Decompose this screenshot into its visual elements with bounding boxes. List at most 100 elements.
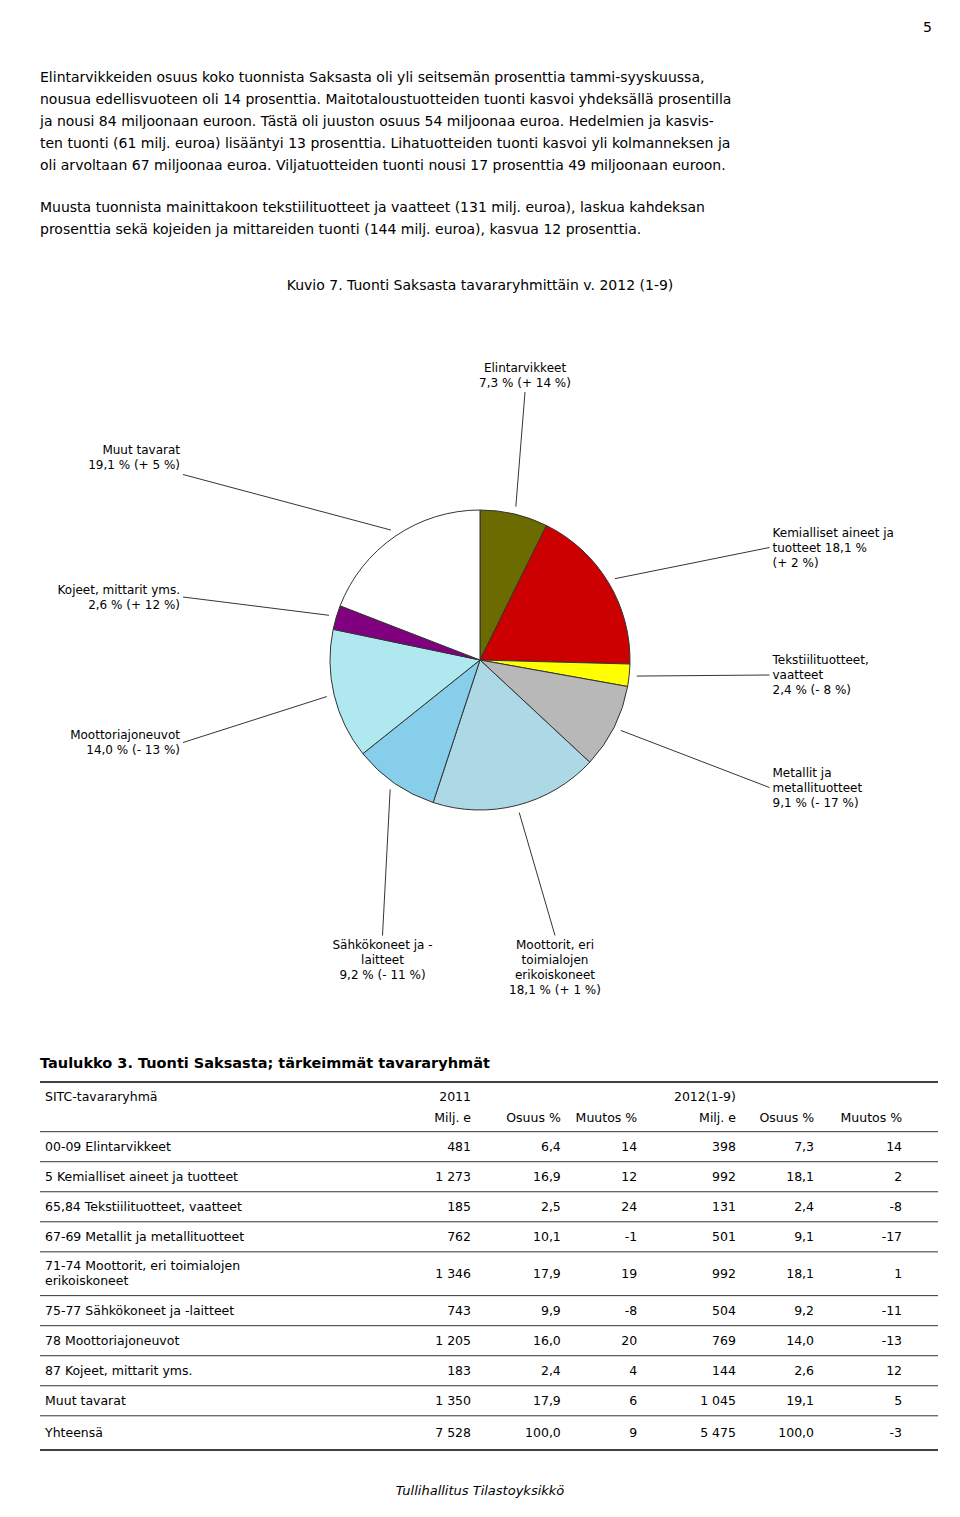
table-cell: -11 <box>882 1303 902 1318</box>
table-rule <box>40 1131 938 1132</box>
text-line: 1 350 <box>435 1393 471 1408</box>
table-rule <box>40 1355 938 1356</box>
text-line: toimialojen <box>522 953 589 967</box>
pie-label: Elintarvikkeet7,3 % (+ 14 %) <box>479 361 571 390</box>
table-cell: 144 <box>712 1363 736 1378</box>
text-line: 65,84 Tekstiilituotteet, vaatteet <box>45 1199 242 1214</box>
text-line: 743 <box>447 1303 471 1318</box>
pie-label: Kemialliset aineet jatuotteet 18,1 %(+ 2… <box>773 526 894 570</box>
pie-label: Muut tavarat19,1 % (+ 5 %) <box>88 443 180 472</box>
text-line: Elintarvikkeet <box>484 361 567 375</box>
text-line: 1 273 <box>435 1169 471 1184</box>
table-cell: 5 475 <box>700 1425 736 1440</box>
text-line: 75-77 Sähkökoneet ja -laitteet <box>45 1303 234 1318</box>
text-line: 67-69 Metallit ja metallituotteet <box>45 1229 244 1244</box>
pie-label: Sähkökoneet ja -laitteet9,2 % (- 11 %) <box>332 938 432 982</box>
text-line: 1 <box>894 1266 902 1281</box>
page-number: 5 <box>923 19 932 35</box>
table-cell: 504 <box>712 1303 736 1318</box>
text-line: 1 205 <box>435 1333 471 1348</box>
pie-label: Moottorit, eritoimialojenerikoiskoneet18… <box>509 938 601 997</box>
text-line: Muutos % <box>576 1110 638 1125</box>
table-cell: 9 <box>629 1425 637 1440</box>
text-line: 6 <box>629 1393 637 1408</box>
text-line: vaatteet <box>773 668 824 682</box>
table-cell: 20 <box>621 1333 637 1348</box>
table-cell: 5 Kemialliset aineet ja tuotteet <box>45 1169 238 1184</box>
text-line: 2,4 <box>794 1199 814 1214</box>
table-cell: 87 Kojeet, mittarit yms. <box>45 1363 192 1378</box>
text-line: 2,6 <box>794 1363 814 1378</box>
text-line: 17,9 <box>533 1266 561 1281</box>
text-line: 5 Kemialliset aineet ja tuotteet <box>45 1169 238 1184</box>
table-cell: 743 <box>447 1303 471 1318</box>
table-cell: 4 <box>629 1363 637 1378</box>
text-line: 7 528 <box>435 1425 471 1440</box>
text-line: 12 <box>886 1363 902 1378</box>
text-line: 398 <box>712 1139 736 1154</box>
table-rule <box>40 1295 938 1296</box>
table-cell: 71-74 Moottorit, eri toimialojenerikoisk… <box>45 1258 240 1288</box>
text-line: 18,1 % (+ 1 %) <box>509 983 601 997</box>
table-header: Milj. e <box>699 1110 736 1125</box>
table-cell: 185 <box>447 1199 471 1214</box>
leader-line <box>516 392 525 507</box>
text-line: 183 <box>447 1363 471 1378</box>
text-line: Kemialliset aineet ja <box>773 526 894 540</box>
leader-line <box>383 789 391 935</box>
table-cell: 2 <box>894 1169 902 1184</box>
table-cell: 14 <box>886 1139 902 1154</box>
text-line: Muut tavarat <box>102 443 180 457</box>
table-cell: 2,4 <box>794 1199 814 1214</box>
text-line: 2011 <box>439 1089 471 1104</box>
table-cell: 7 528 <box>435 1425 471 1440</box>
leader-line <box>183 697 327 743</box>
table-cell: 67-69 Metallit ja metallituotteet <box>45 1229 244 1244</box>
table-cell: 18,1 <box>786 1169 814 1184</box>
table-cell: -8 <box>890 1199 903 1214</box>
paragraph-line: Elintarvikkeiden osuus koko tuonnista Sa… <box>40 69 704 85</box>
table-cell: 14,0 <box>786 1333 814 1348</box>
text-line: SITC-tavararyhmä <box>45 1089 157 1104</box>
table-cell: -8 <box>625 1303 638 1318</box>
text-line: 2 <box>894 1169 902 1184</box>
table-rule <box>40 1415 938 1416</box>
pie: Elintarvikkeet7,3 % (+ 14 %) Kemialliset … <box>58 361 894 998</box>
leader-lines <box>183 392 770 936</box>
table-cell: 12 <box>621 1169 637 1184</box>
text-line: Osuus % <box>506 1110 561 1125</box>
table-cell: 131 <box>712 1199 736 1214</box>
table-cell: 1 350 <box>435 1393 471 1408</box>
text-line: 14 <box>886 1139 902 1154</box>
table-cell: 1 346 <box>435 1266 471 1281</box>
leader-line <box>637 675 770 676</box>
text-line: 19,1 % (+ 5 %) <box>88 458 180 472</box>
leader-line <box>183 475 391 531</box>
text-line: erikoiskoneet <box>45 1273 128 1288</box>
text-line: 2,4 % (- 8 %) <box>773 683 851 697</box>
leader-line <box>183 597 329 615</box>
text-line: 20 <box>621 1333 637 1348</box>
table-cell: 19,1 <box>786 1393 814 1408</box>
table-cell: 16,0 <box>533 1333 561 1348</box>
leader-line <box>621 730 770 787</box>
text-line: Kojeet, mittarit yms. <box>58 583 180 597</box>
text-line: 19 <box>621 1266 637 1281</box>
text-line: 7,3 % (+ 14 %) <box>479 376 571 390</box>
text-line: tuotteet 18,1 % <box>773 541 867 555</box>
table-header: Osuus % <box>506 1110 561 1125</box>
text-line: erikoiskoneet <box>515 968 595 982</box>
table-cell: 9,2 <box>794 1303 814 1318</box>
text-line: 9,1 % (- 17 %) <box>773 796 859 810</box>
text-line: Tekstiilituotteet, <box>772 653 869 667</box>
table-cell: 65,84 Tekstiilituotteet, vaatteet <box>45 1199 242 1214</box>
text-line: -13 <box>882 1333 902 1348</box>
table-cell: 78 Moottoriajoneuvot <box>45 1333 179 1348</box>
paragraph-line: oli arvoltaan 67 miljoonaa euroa. Viljat… <box>40 157 726 173</box>
table-cell: 501 <box>712 1229 736 1244</box>
table-cell: 762 <box>447 1229 471 1244</box>
text-line: 481 <box>447 1139 471 1154</box>
pie-label: Moottoriajoneuvot14,0 % (- 13 %) <box>70 728 180 757</box>
text-line: 6,4 <box>541 1139 561 1154</box>
table-cell: 6 <box>629 1393 637 1408</box>
